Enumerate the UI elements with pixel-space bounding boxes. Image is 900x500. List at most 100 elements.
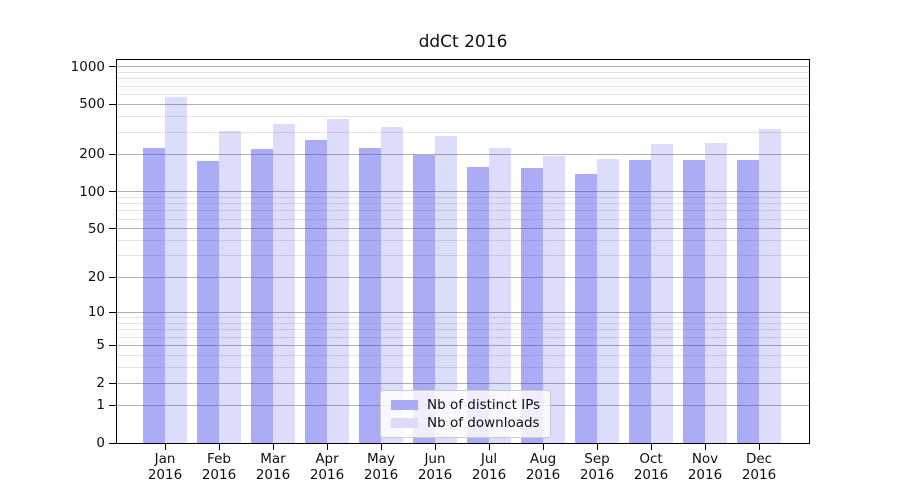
legend-swatch-downloads: [391, 418, 418, 428]
x-tick-label-dec: Dec 2016: [741, 451, 777, 483]
gridline-major: [117, 228, 810, 230]
bar-distinct-ips-mar: [251, 148, 273, 443]
bar-distinct-ips-apr: [305, 139, 327, 443]
x-tick-oct: [651, 444, 652, 450]
x-tick-mar: [273, 444, 274, 450]
y-tick-2: [109, 382, 116, 384]
gridline-minor: [117, 218, 810, 220]
bar-downloads-nov: [705, 142, 727, 443]
x-tick-label-sep: Sep 2016: [579, 451, 615, 483]
bar-downloads-jul: [489, 147, 511, 443]
gridline-minor: [117, 131, 810, 133]
bar-distinct-ips-nov: [683, 160, 705, 443]
x-tick-jul: [489, 444, 490, 450]
y-tick-label-5: 5: [96, 337, 105, 354]
x-tick-label-jan: Jan 2016: [147, 451, 183, 483]
x-tick-jan: [165, 444, 166, 450]
x-tick-label-apr: Apr 2016: [309, 451, 345, 483]
bar-downloads-jun: [435, 136, 457, 443]
bar-distinct-ips-jul: [467, 166, 489, 443]
gridline-minor: [117, 255, 810, 257]
x-tick-dec: [759, 444, 760, 450]
gridline-minor: [117, 78, 810, 80]
bar-distinct-ips-jun: [413, 154, 435, 443]
y-tick-label-10: 10: [87, 304, 105, 321]
bar-distinct-ips-dec: [737, 159, 759, 443]
gridline-minor: [117, 116, 810, 118]
x-tick-label-jul: Jul 2016: [471, 451, 507, 483]
x-tick-label-jun: Jun 2016: [417, 451, 453, 483]
gridline-minor: [117, 240, 810, 242]
y-tick-label-500: 500: [79, 96, 105, 113]
bar-downloads-mar: [273, 124, 295, 443]
x-tick-may: [381, 444, 382, 450]
gridline-minor: [117, 336, 810, 338]
y-tick-20: [109, 276, 116, 278]
gridline-minor: [117, 210, 810, 212]
x-tick-sep: [597, 444, 598, 450]
bar-downloads-jan: [165, 97, 187, 443]
bar-distinct-ips-feb: [197, 160, 219, 443]
y-tick-5: [109, 344, 116, 346]
x-tick-label-feb: Feb 2016: [201, 451, 237, 483]
x-tick-feb: [219, 444, 220, 450]
bar-distinct-ips-aug: [521, 167, 543, 443]
y-tick-label-50: 50: [87, 220, 105, 237]
bar-distinct-ips-jan: [143, 148, 165, 443]
gridline-major: [117, 66, 810, 68]
y-tick-50: [109, 228, 116, 230]
y-tick-label-20: 20: [87, 269, 105, 286]
bar-downloads-feb: [219, 131, 241, 443]
bar-downloads-dec: [759, 128, 781, 443]
gridline-minor: [117, 203, 810, 205]
y-tick-200: [109, 153, 116, 155]
y-tick-label-1: 1: [96, 397, 105, 414]
bar-distinct-ips-sep: [575, 174, 597, 443]
y-tick-100: [109, 191, 116, 193]
y-tick-label-100: 100: [79, 183, 105, 200]
bar-downloads-oct: [651, 143, 673, 443]
gridline-minor: [117, 196, 810, 198]
y-tick-label-200: 200: [79, 146, 105, 163]
x-tick-label-nov: Nov 2016: [687, 451, 723, 483]
chart-title: ddCt 2016: [418, 32, 508, 52]
y-tick-label-2: 2: [96, 375, 105, 392]
gridline-minor: [117, 354, 810, 356]
x-tick-apr: [327, 444, 328, 450]
bar-downloads-aug: [543, 155, 565, 443]
x-tick-label-mar: Mar 2016: [255, 451, 291, 483]
gridline-major: [117, 191, 810, 193]
x-tick-label-may: May 2016: [363, 451, 399, 483]
gridline-minor: [117, 322, 810, 324]
gridline-major: [117, 276, 810, 278]
x-tick-label-oct: Oct 2016: [633, 451, 669, 483]
bar-downloads-apr: [327, 119, 349, 443]
gridline-minor: [117, 93, 810, 95]
gridline-minor: [117, 85, 810, 87]
legend-swatch-distinct-ips: [391, 400, 418, 410]
y-tick-label-1000: 1000: [70, 58, 105, 75]
legend: Nb of distinct IPs Nb of downloads: [380, 390, 552, 438]
legend-label-distinct-ips: Nb of distinct IPs: [427, 397, 541, 413]
gridline-major: [117, 344, 810, 346]
gridline-minor: [117, 71, 810, 73]
y-tick-500: [109, 103, 116, 105]
legend-item-downloads: Nb of downloads: [391, 415, 540, 431]
gridline-minor: [117, 366, 810, 368]
gridline-major: [117, 382, 810, 384]
bar-distinct-ips-may: [359, 148, 381, 443]
gridline-minor: [117, 317, 810, 319]
x-tick-nov: [705, 444, 706, 450]
y-tick-1000: [109, 66, 116, 68]
y-tick-10: [109, 311, 116, 313]
gridline-major: [117, 311, 810, 313]
y-tick-0: [109, 442, 116, 444]
x-tick-aug: [543, 444, 544, 450]
y-tick-1: [109, 404, 116, 406]
legend-item-distinct-ips: Nb of distinct IPs: [391, 397, 540, 413]
gridline-minor: [117, 329, 810, 331]
legend-label-downloads: Nb of downloads: [427, 415, 540, 431]
bar-distinct-ips-oct: [629, 159, 651, 443]
bar-downloads-may: [381, 127, 403, 443]
